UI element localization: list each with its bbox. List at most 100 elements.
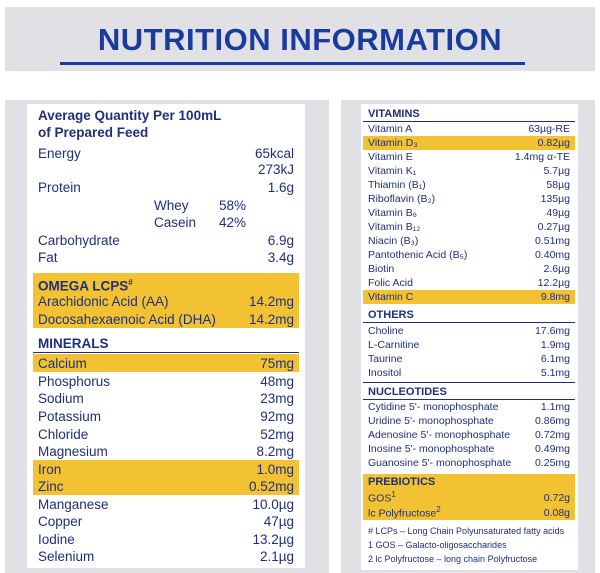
nutrient-name: Folic Acid [368, 277, 413, 289]
omega-lcps-heading: OMEGA LCPS# [33, 273, 299, 294]
nutrient-name: Adenosine 5'- monophosphate [368, 429, 511, 441]
mineral-row-chloride: Chloride 52mg [33, 425, 299, 443]
nutrient-value: 1.9mg [540, 339, 570, 351]
vitamin-row-a: Vitamin A 63µg-RE [363, 122, 575, 136]
nutrient-value: 6.1mg [540, 353, 570, 365]
nutrient-name: Docosahexaenoic Acid (DHA) [38, 311, 216, 327]
mineral-row-phosphorus: Phosphorus 48mg [33, 372, 299, 390]
protein-subrow-casein: Casein 42% [154, 213, 246, 231]
nutrient-name: Magnesium [38, 443, 108, 459]
nutrient-value: 65kcal [254, 145, 294, 161]
others-heading: OTHERS [368, 309, 414, 321]
nucleotide-row-guanosine: Guanosine 5'- monophosphate 0.25mg [363, 456, 575, 470]
nutrient-name: Riboflavin (B₂) [368, 193, 436, 205]
nutrient-name: Vitamin K₁ [368, 165, 417, 177]
nutrient-name: Vitamin D₃ [368, 137, 418, 149]
footnote-mark: 2 [436, 505, 441, 515]
mineral-row-manganese: Manganese 10.0µg [33, 495, 299, 513]
nutrient-name: lc Polyfructose2 [368, 505, 441, 520]
nutrient-name: Phosphorus [38, 373, 111, 389]
nutrient-value: 63µg-RE [528, 123, 570, 135]
nutrient-name: Vitamin B₁₂ [368, 221, 421, 233]
nutrient-name: Vitamin B₆ [368, 207, 417, 219]
nutrient-name: Cytidine 5'- monophosphate [368, 401, 499, 413]
nutrient-name: Potassium [38, 408, 102, 424]
nutrient-row-carbohydrate: Carbohydrate 6.9g [33, 231, 299, 249]
nutrient-name: Arachidonic Acid (AA) [38, 293, 169, 309]
nutrient-value: 12.2µg [537, 277, 570, 289]
nutrient-value: 5.7µg [543, 165, 571, 177]
footnote-gos: 1 GOS – Galacto-oligosaccharides [368, 540, 507, 550]
vitamin-row-b12: Vitamin B₁₂ 0.27µg [363, 220, 575, 234]
vitamin-row-niacin: Niacin (B₃) 0.51mg [363, 234, 575, 248]
nutrient-name: Inosine 5'- monophosphate [368, 443, 495, 455]
nutrient-name: Niacin (B₃) [368, 235, 419, 247]
page-title: NUTRITION INFORMATION [97, 22, 503, 57]
title-underline [60, 62, 525, 65]
prebiotic-row-polyfructose: lc Polyfructose2 0.08g [363, 505, 575, 520]
section-title: OMEGA LCPS [38, 278, 129, 294]
nutrient-name: Manganese [38, 496, 109, 512]
nutrient-value: 14.2mg [248, 311, 294, 327]
mineral-row-potassium: Potassium 92mg [33, 407, 299, 425]
nutrient-value: 2.1µg [259, 548, 294, 564]
nutrient-value: 0.72mg [534, 429, 570, 441]
nutrient-value: 23mg [260, 390, 294, 406]
minerals-divider [33, 352, 299, 353]
nutrient-name: Thiamin (B₁) [368, 179, 426, 191]
nucleotide-row-adenosine: Adenosine 5'- monophosphate 0.72mg [363, 428, 575, 442]
nutrient-value: 0.08g [543, 506, 570, 519]
nutrient-name: Copper [38, 513, 83, 529]
vitamin-row-e: Vitamin E 1.4mg α-TE [363, 150, 575, 164]
mineral-row-magnesium: Magnesium 8.2mg [33, 442, 299, 460]
nutrient-value: 273kJ [257, 161, 294, 177]
nucleotides-divider [363, 399, 575, 400]
nutrient-name: Taurine [368, 353, 403, 365]
nucleotides-heading: NUCLEOTIDES [368, 386, 447, 398]
nutrient-value: 58µg [546, 179, 570, 191]
nutrient-value: 0.52mg [248, 478, 294, 494]
nutrient-value: 135µg [540, 193, 570, 205]
nutrient-value: 92mg [260, 408, 294, 424]
nutrient-row-energy: Energy 65kcal [33, 144, 299, 162]
nutrient-name: Sodium [38, 390, 84, 406]
omega-row-dha: Docosahexaenoic Acid (DHA) 14.2mg [33, 310, 299, 328]
nutrient-name: Uridine 5'- monophosphate [368, 415, 494, 427]
nutrient-value: 10.0µg [252, 496, 294, 512]
others-divider [363, 322, 575, 323]
nutrient-name: Vitamin E [368, 151, 413, 163]
nutrient-name: Inositol [368, 367, 402, 379]
nutrient-value: 17.6mg [534, 325, 570, 337]
nutrient-value: 1.6g [267, 179, 294, 195]
nutrient-value: 2.6µg [543, 263, 571, 275]
nutrient-name: Carbohydrate [38, 232, 120, 248]
nutrient-name: Vitamin C [368, 291, 414, 303]
nutrient-value: 0.49mg [534, 443, 570, 455]
nutrient-value: 58% [218, 197, 246, 213]
nutrient-row-protein: Protein 1.6g [33, 178, 299, 196]
nutrient-value: 5.1mg [540, 367, 570, 379]
other-row-choline: Choline 17.6mg [363, 324, 575, 338]
nutrient-value: 0.25mg [534, 457, 570, 469]
vitamins-heading: VITAMINS [368, 108, 420, 120]
nutrient-value: 9.8mg [540, 291, 570, 303]
vitamin-row-b6: Vitamin B₆ 49µg [363, 206, 575, 220]
mineral-row-sodium: Sodium 23mg [33, 389, 299, 407]
mineral-row-iron: Iron 1.0mg [33, 460, 299, 478]
nutrient-value: 1.1mg [540, 401, 570, 413]
nutrient-value: 14.2mg [248, 293, 294, 309]
omega-row-aa: Arachidonic Acid (AA) 14.2mg [33, 292, 299, 310]
nutrient-row-energy-kj: 273kJ [33, 160, 299, 178]
vitamin-row-folic-acid: Folic Acid 12.2µg [363, 276, 575, 290]
other-row-l-carnitine: L-Carnitine 1.9mg [363, 338, 575, 352]
nutrient-name: Choline [368, 325, 404, 337]
nucleotide-row-uridine: Uridine 5'- monophosphate 0.86mg [363, 414, 575, 428]
per-100ml-subheading: of Prepared Feed [38, 125, 149, 140]
nutrient-value: 3.4g [267, 249, 294, 265]
vitamins-divider [363, 121, 575, 122]
nutrient-value: 52mg [260, 426, 294, 442]
nutrient-name: Biotin [368, 263, 395, 275]
minerals-heading: MINERALS [38, 336, 109, 351]
mineral-row-iodine: Iodine 13.2µg [33, 530, 299, 548]
vitamin-row-d3: Vitamin D₃ 0.82µg [363, 136, 575, 150]
